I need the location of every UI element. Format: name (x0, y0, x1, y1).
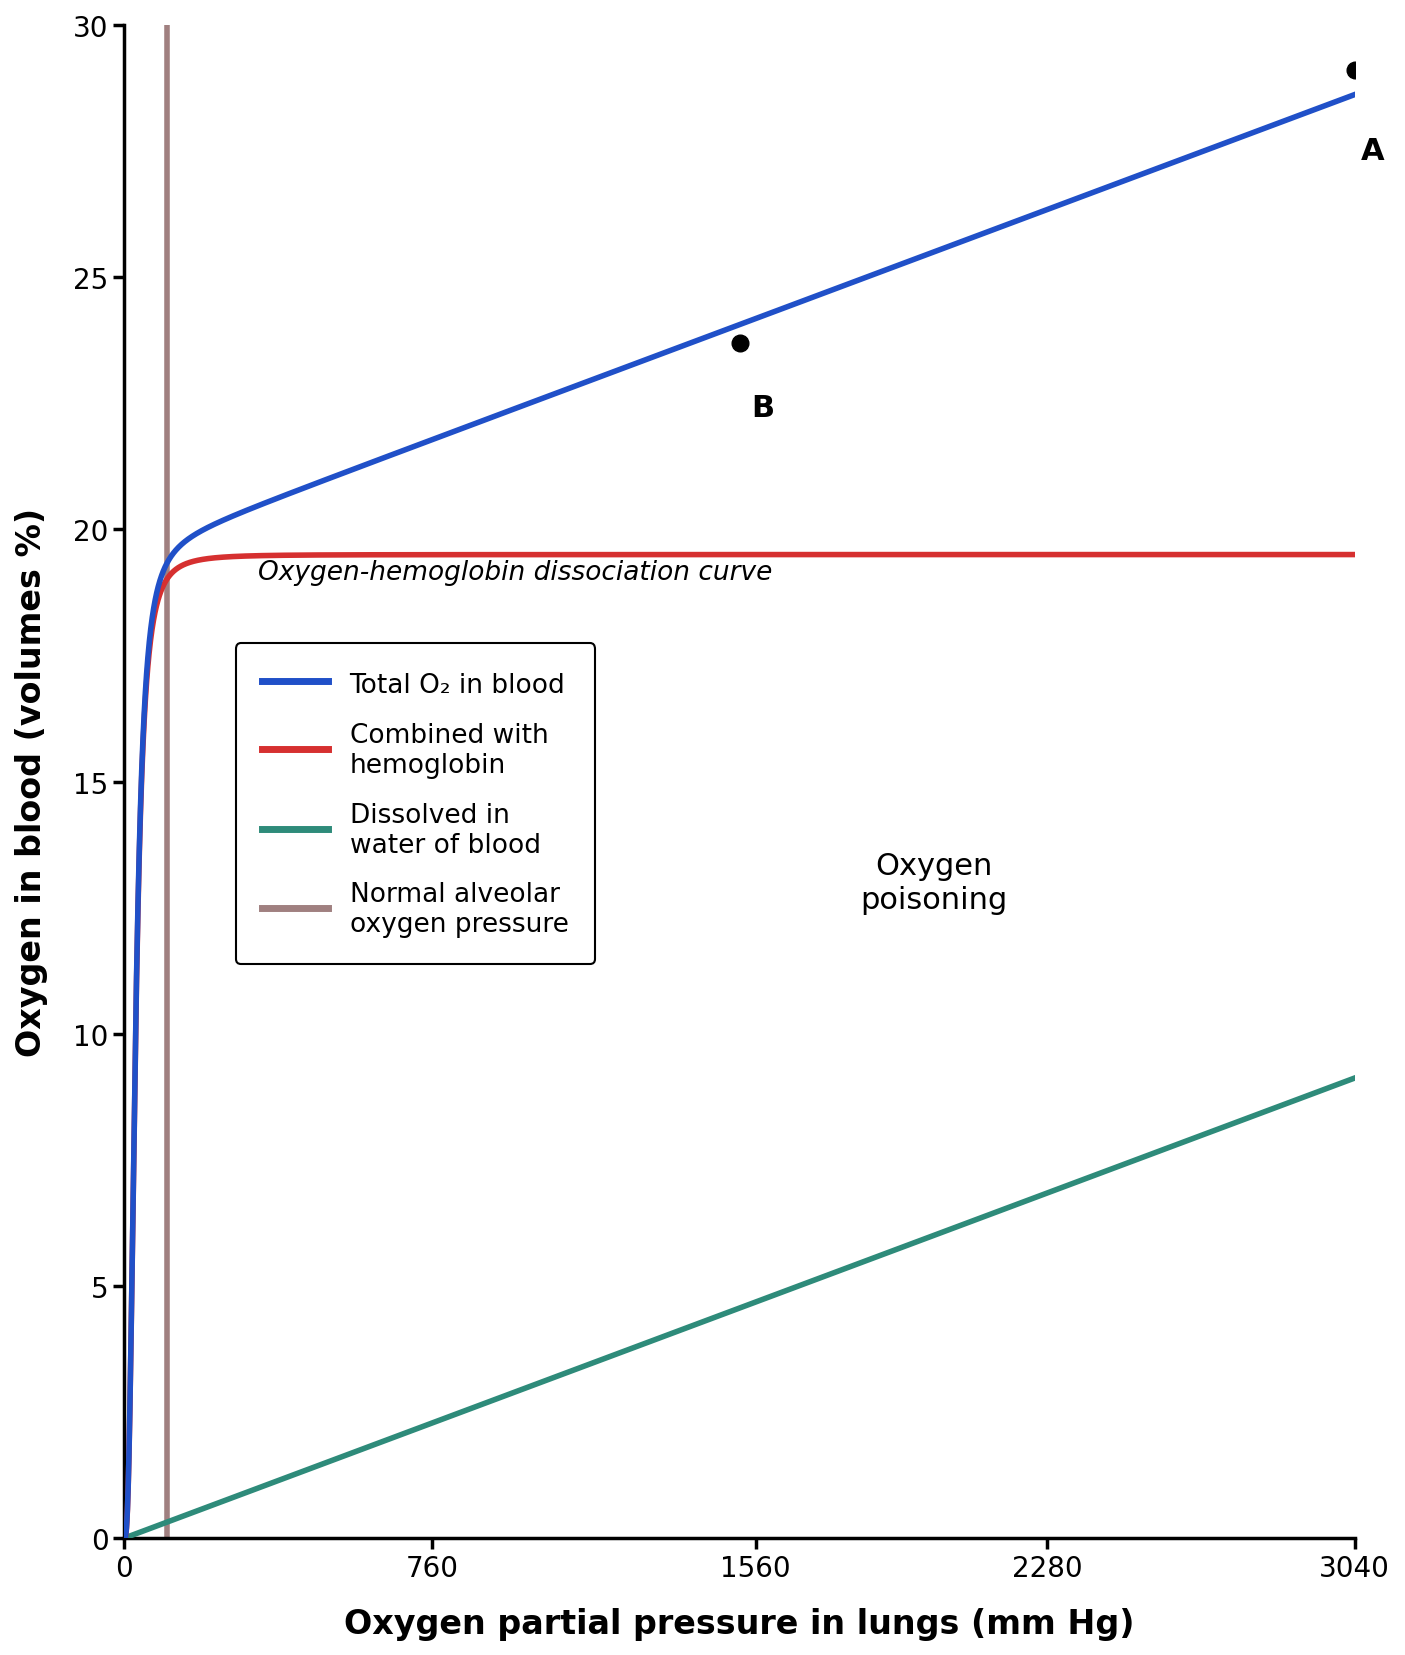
Text: A: A (1360, 137, 1384, 166)
Text: Oxygen
poisoning: Oxygen poisoning (860, 852, 1007, 914)
Text: B: B (752, 394, 774, 424)
X-axis label: Oxygen partial pressure in lungs (mm Hg): Oxygen partial pressure in lungs (mm Hg) (344, 1607, 1135, 1640)
Text: Oxygen-hemoglobin dissociation curve: Oxygen-hemoglobin dissociation curve (259, 559, 773, 586)
Y-axis label: Oxygen in blood (volumes %): Oxygen in blood (volumes %) (15, 508, 48, 1056)
Legend: Total O₂ in blood, Combined with
hemoglobin, Dissolved in
water of blood, Normal: Total O₂ in blood, Combined with hemoglo… (236, 644, 594, 965)
